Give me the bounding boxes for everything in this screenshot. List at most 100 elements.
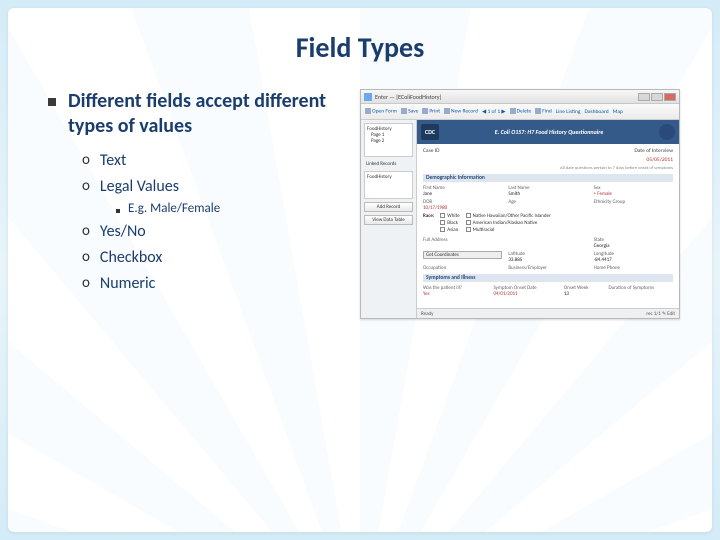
new-icon [444,108,450,114]
field-label: Home Phone [594,265,673,271]
toolbar-item[interactable]: Find [535,108,552,114]
race-option[interactable]: Multiracial [466,227,551,233]
field-label: Duration of Symptoms [609,285,673,291]
toolbar-item[interactable]: Open Form [365,108,397,114]
slide-title: Field Types [48,30,672,65]
add-record-button[interactable]: Add Record [364,202,413,212]
race-label: Race: [423,213,434,233]
list-item-label: Checkbox [100,246,162,270]
app-screenshot: Enter — [EColiFoodHistory] Open Form Sav… [360,89,680,319]
status-right: rec 1/1 ✎ Edit [646,311,675,317]
note-text: All date questions pertain to 7 days bef… [423,166,673,171]
list-item-label: Legal Values [100,175,179,199]
list-item: o Checkbox [82,246,348,270]
field-label: Full Address [423,237,502,243]
status-bar: Ready rec 1/1 ✎ Edit [417,308,679,318]
field-label: Business/Employer [508,265,587,271]
sidebar: FoodHistory Page 1 Page 2 Linked Records… [361,120,417,318]
form-main: CDC E. Coli O157: H7 Food History Questi… [417,120,679,318]
toolbar-item[interactable]: Save [401,108,418,114]
toolbar-item[interactable]: New Record [444,108,478,114]
minimize-button[interactable] [638,93,650,101]
toolbar-item[interactable]: Line Listing [556,109,581,115]
checkbox-icon [440,220,445,225]
field-value[interactable]: 33.885 [508,257,587,263]
field-value[interactable]: -84.4417 [594,257,673,263]
doi-label: Date of Interview [634,148,673,154]
maximize-button[interactable] [651,93,663,101]
race-option[interactable]: Native Hawaiian/Other Pacific Islander [466,213,551,219]
race-option[interactable]: White [440,213,459,219]
demo-section-header: Demographic Information [423,174,673,182]
circle-bullet-icon: o [82,272,90,296]
dot-bullet-icon [116,209,120,213]
list-item-label: Text [100,149,126,173]
field-label: Ethnicity Group [594,199,673,205]
circle-bullet-icon: o [82,220,90,244]
find-icon [535,108,541,114]
get-coords-button[interactable]: Get Coordinates [423,251,502,259]
race-option[interactable]: Black [440,220,459,226]
toolbar-item[interactable]: Map [613,109,623,115]
checkbox-icon [466,220,471,225]
field-value[interactable]: Smith [508,191,587,197]
field-value[interactable]: + Female [594,191,673,197]
list-item: o Numeric [82,272,348,296]
delete-icon [510,108,516,114]
race-option[interactable]: Asian [440,227,459,233]
race-option[interactable]: American Indian/Alaskan Native [466,220,551,226]
hhs-seal-icon [659,124,675,140]
field-value[interactable]: Yes [423,291,487,297]
status-left: Ready [421,311,433,317]
heading-text: Different fields accept different types … [68,89,348,139]
checkbox-icon [440,213,445,218]
field-value[interactable]: Georgia [594,243,673,249]
doi-value[interactable]: 05/05/2011 [646,157,673,163]
circle-bullet-icon: o [82,246,90,270]
toolbar-item[interactable]: Delete [510,108,532,114]
window-title: Enter — [EColiFoodHistory] [375,93,441,101]
view-data-button[interactable]: View Data Table [364,215,413,225]
sub-list-item-label: E.g. Male/Female [128,201,220,216]
symptoms-section-header: Symptoms and Illness [423,274,673,282]
field-label: Age [508,199,587,205]
toolbar-item[interactable]: Print [422,108,440,114]
list-item: o Yes/No [82,220,348,244]
screenshot-column: Enter — [EColiFoodHistory] Open Form Sav… [360,89,680,319]
field-value[interactable]: 04/01/2011 [493,291,557,297]
toolbar-item[interactable]: Dashboard [584,109,608,115]
record-nav[interactable]: ◀ 1 of 1 ▶ [482,109,506,115]
panel-header: Linked Records [364,160,413,168]
checkbox-icon [466,213,471,218]
list-item-label: Yes/No [100,220,146,244]
heading-bullet: Different fields accept different types … [48,89,348,139]
case-id-label: Case ID [423,148,439,154]
close-button[interactable] [664,93,676,101]
open-icon [365,108,371,114]
form-tree[interactable]: FoodHistory Page 1 Page 2 [364,123,413,157]
tree-item[interactable]: Page 2 [367,138,410,144]
list-item: o Text [82,149,348,173]
checkbox-icon [440,227,445,232]
print-icon [422,108,428,114]
circle-bullet-icon: o [82,175,90,199]
save-icon [401,108,407,114]
main-toolbar: Open Form Save Print New Record ◀ 1 of 1… [361,104,679,120]
checkbox-icon [466,227,471,232]
field-value[interactable]: 13 [564,291,603,297]
text-column: Different fields accept different types … [48,89,348,319]
circle-bullet-icon: o [82,149,90,173]
form-title: E. Coli O157: H7 Food History Questionna… [443,128,655,136]
field-label: Occupation [423,265,502,271]
panel-item[interactable]: FoodHistory [365,172,412,182]
app-icon [364,93,372,101]
square-bullet-icon [48,98,56,106]
linked-records-panel: FoodHistory [364,171,413,199]
field-value[interactable]: 10/17/1980 [423,205,502,211]
sub-list-item: E.g. Male/Female [116,201,348,216]
list-item: o Legal Values [82,175,348,199]
window-titlebar: Enter — [EColiFoodHistory] [361,90,679,104]
field-value[interactable]: Jane [423,191,502,197]
form-header: CDC E. Coli O157: H7 Food History Questi… [417,120,679,144]
list-item-label: Numeric [100,272,156,296]
